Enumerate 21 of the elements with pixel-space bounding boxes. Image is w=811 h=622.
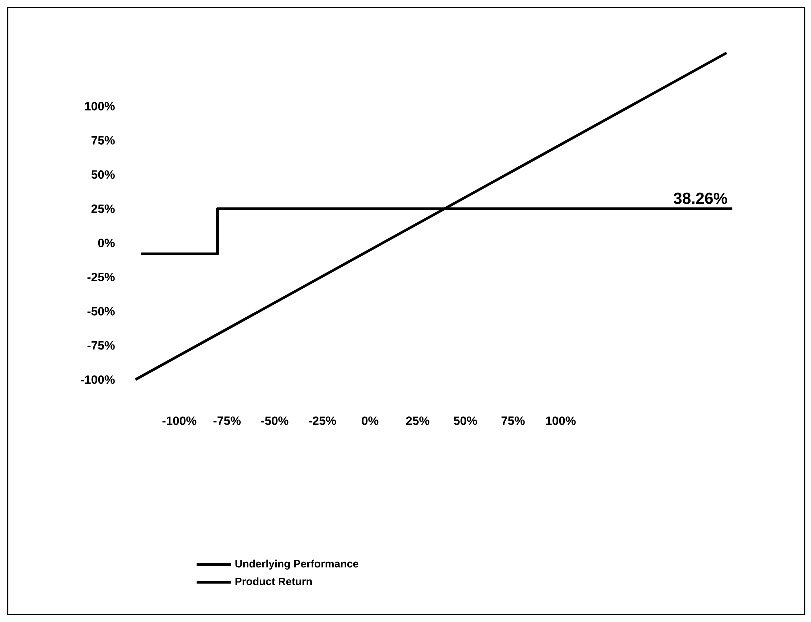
x-tick-label: -50%: [261, 416, 289, 426]
x-tick-label: 100%: [546, 416, 576, 426]
x-tick-label: 25%: [406, 416, 430, 426]
y-tick-label: 50%: [92, 170, 115, 180]
x-tick-label: 75%: [502, 416, 525, 426]
y-tick-label: -100%: [81, 376, 115, 384]
y-tick-label: -75%: [88, 341, 115, 350]
y-tick-label: -50%: [88, 307, 115, 316]
x-tick-label: 0%: [362, 416, 379, 426]
legend-label: Product Return: [236, 578, 312, 586]
y-tick-label: 75%: [92, 136, 115, 145]
legend-label: Underlying Performance: [236, 560, 359, 570]
x-tick-label: 50%: [454, 416, 478, 426]
x-tick-label: -100%: [162, 416, 197, 426]
x-tick-label: -75%: [214, 416, 241, 426]
y-tick-label: 0%: [98, 238, 115, 248]
annotation: 38.26%: [674, 192, 728, 204]
y-tick-label: -25%: [88, 273, 115, 282]
y-tick-label: 25%: [92, 204, 115, 214]
y-tick-label: 100%: [85, 102, 115, 111]
x-tick-label: -25%: [309, 416, 336, 426]
